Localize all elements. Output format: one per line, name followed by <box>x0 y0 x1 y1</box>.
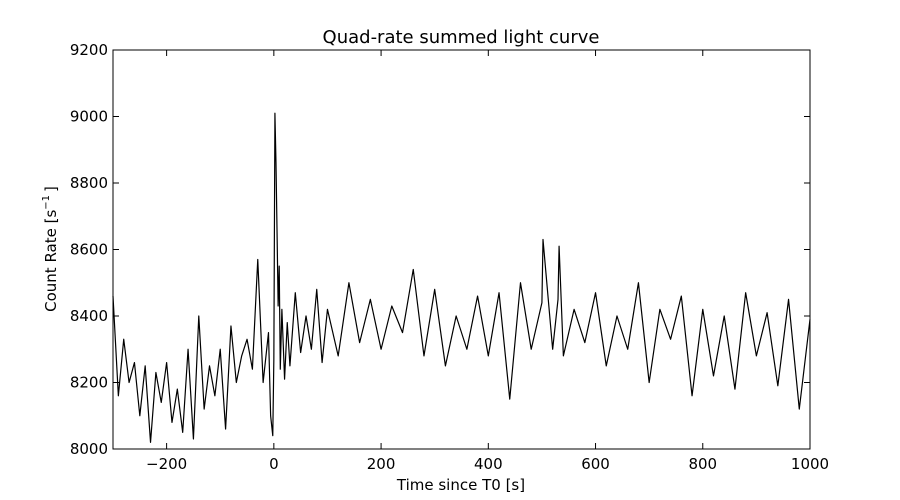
plot-area <box>112 112 811 443</box>
x-tick-label: 800 <box>688 455 717 473</box>
x-tick-label: 0 <box>269 455 279 473</box>
chart-title: Quad-rate summed light curve <box>323 27 600 48</box>
x-tick-label: 200 <box>367 455 396 473</box>
x-tick-label: −200 <box>146 455 187 473</box>
y-axis-label: Count Rate [s−1] <box>41 186 60 312</box>
x-axis: −200 0 200 400 600 800 1000 <box>146 50 829 473</box>
series-line <box>112 112 811 443</box>
y-tick-label: 8000 <box>70 440 108 458</box>
y-tick-label: 8600 <box>70 241 108 259</box>
y-tick-label: 8200 <box>70 374 108 392</box>
y-tick-label: 9200 <box>70 41 108 59</box>
y-tick-label: 8400 <box>70 307 108 325</box>
x-tick-label: 400 <box>474 455 503 473</box>
y-axis-label-main: Count Rate [s <box>42 210 60 312</box>
y-tick-label: 9000 <box>70 108 108 126</box>
plot-frame <box>112 49 811 450</box>
y-axis: 8000 8200 8400 8600 8800 9000 9200 <box>70 41 810 458</box>
x-tick-label: 1000 <box>791 455 829 473</box>
x-axis-label: Time since T0 [s] <box>396 476 525 494</box>
x-tick-label: 600 <box>581 455 610 473</box>
y-axis-label-close: ] <box>42 186 60 192</box>
y-tick-label: 8800 <box>70 174 108 192</box>
y-axis-label-superscript: −1 <box>41 195 52 210</box>
